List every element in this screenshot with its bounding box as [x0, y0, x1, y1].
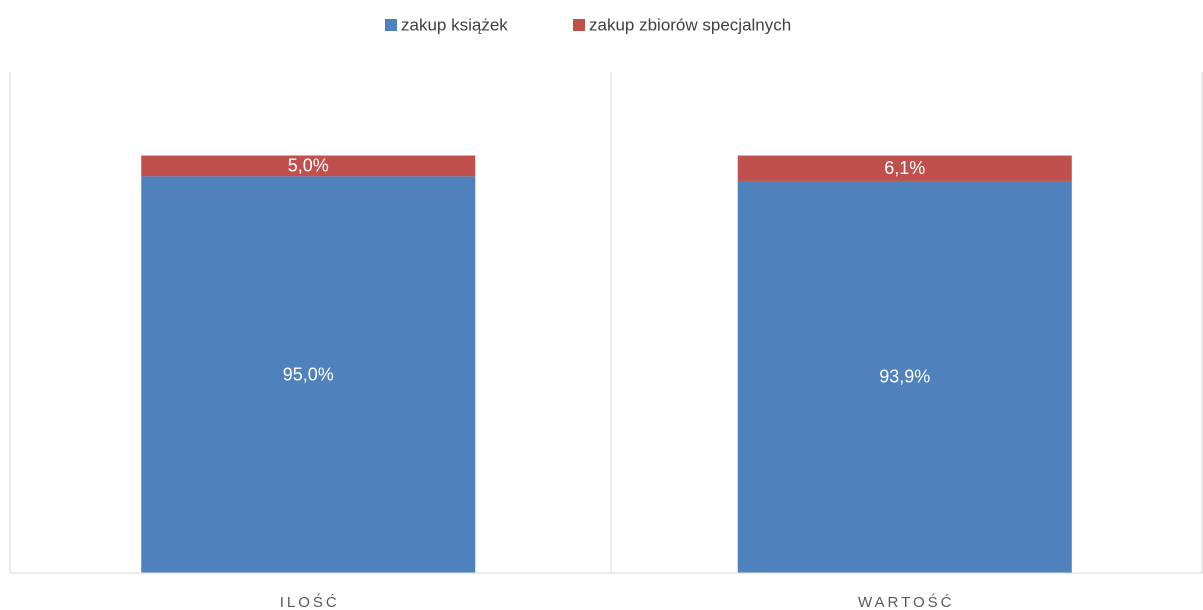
legend-swatch — [385, 19, 397, 31]
bar-segment — [737, 180, 1072, 573]
data-label: 93,9% — [879, 367, 930, 387]
data-label: 95,0% — [283, 364, 334, 384]
legend-label: zakup zbiorów specjalnych — [589, 15, 791, 34]
legend-swatch — [573, 19, 585, 31]
data-label: 6,1% — [884, 158, 925, 178]
x-tick-label: WARTOŚĆ — [858, 593, 955, 610]
data-label: 5,0% — [288, 156, 329, 176]
bar-segment — [737, 155, 1072, 181]
legend-label: zakup książek — [401, 15, 508, 34]
x-tick-label: ILOŚĆ — [280, 593, 340, 610]
bar-segment — [141, 176, 476, 573]
bar-segment — [141, 155, 476, 177]
